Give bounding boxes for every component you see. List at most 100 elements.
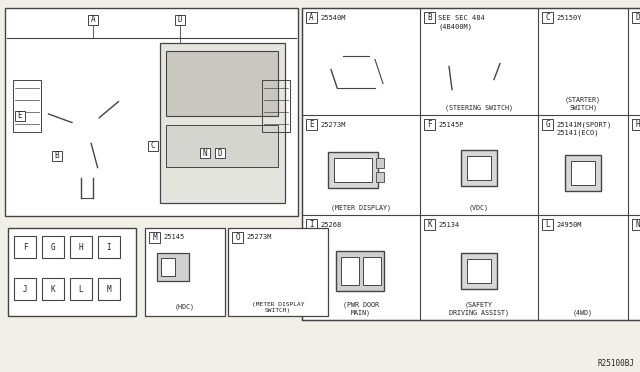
Text: 25273M: 25273M (246, 234, 271, 240)
Bar (341, 257, 359, 285)
Text: H: H (635, 120, 640, 129)
Bar (15, 111, 25, 121)
Text: SEE SEC 484: SEE SEC 484 (438, 15, 484, 21)
Bar (571, 161, 595, 185)
Text: M: M (152, 233, 157, 242)
Text: L: L (79, 285, 83, 294)
Bar (13, 80, 41, 132)
Text: K: K (427, 220, 432, 229)
Text: (STEERING SWITCH): (STEERING SWITCH) (445, 105, 513, 111)
Text: 25141M(SPORT): 25141M(SPORT) (556, 122, 611, 128)
Bar (336, 250, 384, 291)
Bar (148, 141, 158, 151)
Bar (424, 12, 435, 23)
Bar (70, 278, 92, 300)
Bar (160, 43, 285, 203)
Text: (VDC): (VDC) (469, 205, 489, 211)
Bar (424, 219, 435, 230)
Text: E: E (309, 120, 314, 129)
Text: R25100BJ: R25100BJ (598, 359, 635, 368)
Bar (215, 148, 225, 158)
Text: (4WD): (4WD) (573, 310, 593, 316)
Text: (HDC): (HDC) (175, 304, 195, 310)
Bar (98, 236, 120, 258)
Bar (328, 152, 378, 188)
Bar (376, 158, 384, 168)
Bar (166, 125, 278, 167)
Bar (632, 219, 640, 230)
Bar (70, 236, 92, 258)
Circle shape (583, 62, 591, 71)
Bar (467, 259, 491, 282)
Text: SWITCH): SWITCH) (569, 105, 597, 111)
Bar (306, 12, 317, 23)
Text: B: B (54, 151, 60, 160)
Text: G: G (545, 120, 550, 129)
Bar (542, 119, 553, 130)
Bar (5, 8, 298, 216)
Bar (98, 278, 120, 300)
Text: A: A (91, 16, 95, 25)
Text: K: K (51, 285, 55, 294)
Bar (461, 150, 497, 186)
Text: 25268: 25268 (320, 222, 341, 228)
Text: L: L (545, 220, 550, 229)
Bar (42, 236, 64, 258)
Text: I: I (107, 243, 111, 251)
Bar (42, 278, 64, 300)
Bar (149, 232, 160, 243)
Bar (161, 258, 175, 276)
Bar (376, 172, 384, 182)
Text: DRIVING ASSIST): DRIVING ASSIST) (449, 310, 509, 316)
Bar (632, 12, 640, 23)
Text: M: M (107, 285, 111, 294)
Text: 25273M: 25273M (320, 122, 346, 128)
Text: (METER DISPLAY): (METER DISPLAY) (331, 205, 391, 211)
Bar (14, 236, 36, 258)
Text: O: O (235, 233, 240, 242)
Bar (52, 151, 62, 161)
Text: MAIN): MAIN) (351, 310, 371, 316)
Text: G: G (51, 243, 55, 251)
Bar (166, 51, 278, 116)
Text: D: D (635, 13, 640, 22)
Bar (363, 257, 381, 285)
Text: (METER DISPLAY
SWITCH): (METER DISPLAY SWITCH) (252, 302, 304, 313)
Text: 25150Y: 25150Y (556, 15, 582, 21)
Bar (306, 219, 317, 230)
Text: C: C (545, 13, 550, 22)
Bar (302, 8, 640, 320)
Bar (145, 228, 225, 316)
Bar (334, 158, 372, 182)
Bar (467, 156, 491, 180)
Text: N: N (635, 220, 640, 229)
Text: N: N (203, 148, 207, 157)
Text: (4B400M): (4B400M) (438, 23, 472, 29)
Circle shape (580, 269, 586, 276)
Text: 24950M: 24950M (556, 222, 582, 228)
Text: I: I (309, 220, 314, 229)
Text: 25145P: 25145P (438, 122, 463, 128)
Text: B: B (427, 13, 432, 22)
Text: 25141(ECO): 25141(ECO) (556, 130, 598, 137)
Text: E: E (18, 112, 22, 121)
Bar (175, 15, 185, 25)
Bar (157, 253, 189, 281)
Text: (SAFETY: (SAFETY (465, 301, 493, 308)
Bar (88, 15, 98, 25)
Text: A: A (309, 13, 314, 22)
Text: (STARTER): (STARTER) (565, 96, 601, 103)
Bar (461, 253, 497, 289)
Text: D: D (178, 16, 182, 25)
Text: (PWR DOOR: (PWR DOOR (343, 301, 379, 308)
Text: 25540M: 25540M (320, 15, 346, 21)
Bar (262, 80, 290, 132)
Bar (200, 148, 210, 158)
Text: H: H (79, 243, 83, 251)
Text: J: J (22, 285, 28, 294)
Bar (632, 119, 640, 130)
Bar (542, 12, 553, 23)
Text: F: F (427, 120, 432, 129)
Bar (424, 119, 435, 130)
Bar (306, 119, 317, 130)
